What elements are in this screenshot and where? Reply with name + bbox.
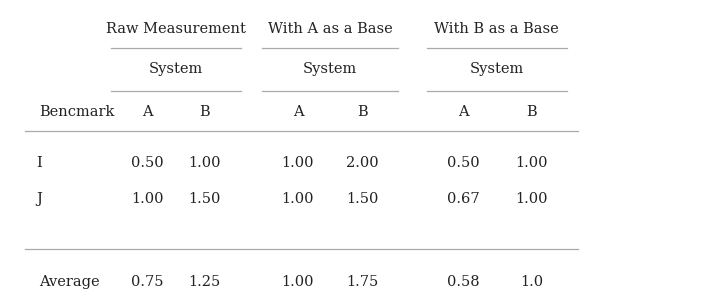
Text: I: I [37, 156, 42, 170]
Text: 1.25: 1.25 [189, 275, 220, 289]
Text: System: System [470, 62, 524, 76]
Text: J: J [37, 192, 42, 206]
Text: 1.75: 1.75 [347, 275, 378, 289]
Text: Bencmark: Bencmark [39, 105, 115, 120]
Text: B: B [358, 105, 368, 120]
Text: 0.50: 0.50 [131, 156, 164, 170]
Text: Raw Measurement: Raw Measurement [106, 22, 246, 36]
Text: 0.67: 0.67 [447, 192, 480, 206]
Text: 0.75: 0.75 [131, 275, 164, 289]
Text: 1.00: 1.00 [188, 156, 221, 170]
Text: 1.00: 1.00 [131, 192, 164, 206]
Text: 2.00: 2.00 [346, 156, 379, 170]
Text: A: A [293, 105, 303, 120]
Text: With A as a Base: With A as a Base [268, 22, 393, 36]
Text: 0.58: 0.58 [447, 275, 480, 289]
Text: 1.50: 1.50 [188, 192, 221, 206]
Text: With B as a Base: With B as a Base [434, 22, 559, 36]
Text: System: System [303, 62, 358, 76]
Text: 1.00: 1.00 [515, 192, 548, 206]
Text: 1.00: 1.00 [281, 192, 314, 206]
Text: 1.00: 1.00 [281, 156, 314, 170]
Text: Average: Average [39, 275, 100, 289]
Text: 1.0: 1.0 [520, 275, 543, 289]
Text: System: System [149, 62, 203, 76]
Text: 1.50: 1.50 [346, 192, 379, 206]
Text: 1.00: 1.00 [281, 275, 314, 289]
Text: B: B [200, 105, 210, 120]
Text: A: A [142, 105, 152, 120]
Text: 0.50: 0.50 [447, 156, 480, 170]
Text: A: A [458, 105, 468, 120]
Text: B: B [526, 105, 536, 120]
Text: 1.00: 1.00 [515, 156, 548, 170]
